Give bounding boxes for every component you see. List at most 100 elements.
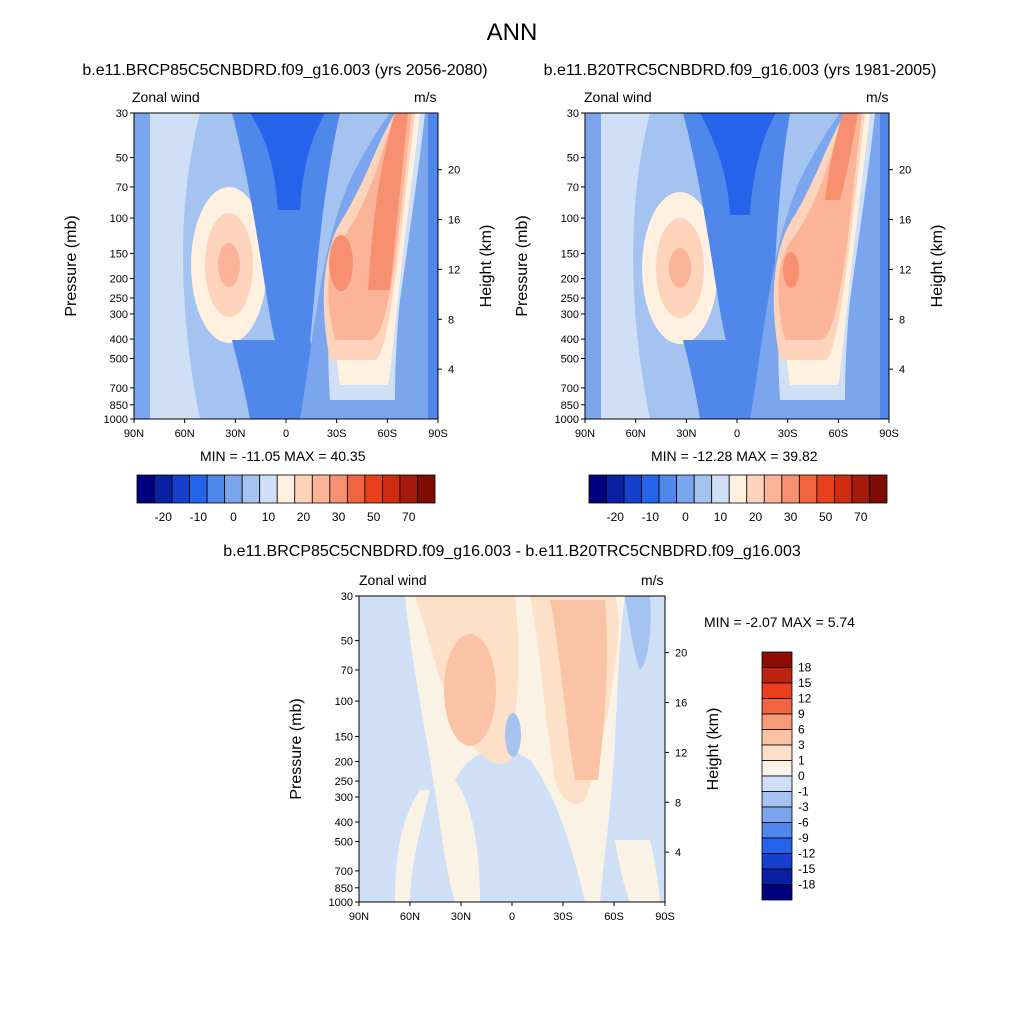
colorbar-label: 30 xyxy=(784,510,798,524)
colorbar-swatch xyxy=(311,474,331,504)
colorbar-swatch xyxy=(641,474,660,504)
colorbar-swatch xyxy=(206,474,226,504)
panel-2-x-tick-label: 90N xyxy=(575,428,595,440)
panel-2-x-tick-label: 60S xyxy=(829,428,849,440)
diff-left-label: Zonal wind xyxy=(359,572,427,588)
diff-y-tick-label: 200 xyxy=(335,757,353,769)
panel-1-field xyxy=(134,113,438,419)
panel-1-height-tick-label: 4 xyxy=(448,364,454,376)
diff-x-tick-label: 90S xyxy=(655,911,675,923)
panel-1-y-tick-label: 400 xyxy=(110,334,128,346)
colorbar-swatch xyxy=(259,474,278,504)
panel-1-x-tick-label: 30S xyxy=(327,428,347,440)
diff-x-tick-label: 30N xyxy=(451,911,471,923)
colorbar-label: 0 xyxy=(682,510,689,524)
panel-2-y-tick-label: 850 xyxy=(561,400,579,412)
diff-y-axis-title: Pressure (mb) xyxy=(288,698,305,799)
panel-2-y-tick-label: 400 xyxy=(561,334,579,346)
diff-field xyxy=(359,596,665,902)
colorbar-swatch xyxy=(329,474,348,504)
colorbar-swatch xyxy=(154,474,173,504)
panel-1-y-tick-label: 500 xyxy=(110,354,128,366)
colorbar-swatch xyxy=(761,853,793,870)
panel-2-x-tick-label: 90S xyxy=(879,428,899,440)
panel-1-y-tick-label: 200 xyxy=(110,274,128,286)
colorbar-swatch xyxy=(728,474,748,504)
colorbar-label: -3 xyxy=(798,800,809,814)
diff-x-tick-label: 0 xyxy=(509,911,515,923)
colorbar-label: 30 xyxy=(332,510,346,524)
diff-height-axis-title: Height (km) xyxy=(705,708,722,791)
colorbar-label: 50 xyxy=(367,510,381,524)
panel-2-y-tick-label: 300 xyxy=(561,309,579,321)
colorbar-swatch xyxy=(761,806,793,823)
colorbar-label: 1 xyxy=(798,754,805,768)
colorbar-label: 18 xyxy=(798,661,812,675)
colorbar-label: -6 xyxy=(798,816,809,830)
colorbar-swatch xyxy=(136,474,155,504)
colorbar-swatch xyxy=(761,884,793,901)
diff-y-tick-label: 700 xyxy=(335,866,353,878)
panel-1-x-tick-label: 0 xyxy=(283,428,289,440)
colorbar-label: -20 xyxy=(155,510,173,524)
panel-1-x-tick-label: 90N xyxy=(124,428,144,440)
colorbar-label: -15 xyxy=(798,862,816,876)
colorbar-swatch xyxy=(798,474,818,504)
panel-1-y-axis-title: Pressure (mb) xyxy=(63,215,80,316)
panel-2-stats: MIN = -12.28 MAX = 39.82 xyxy=(651,448,818,464)
colorbar-swatch xyxy=(746,474,765,504)
colorbar-label: 50 xyxy=(819,510,833,524)
colorbar-swatch xyxy=(623,474,642,504)
colorbar-label: -10 xyxy=(190,510,208,524)
diff-y-tick-label: 500 xyxy=(335,837,353,849)
colorbar-swatch xyxy=(761,729,793,746)
panel-1-x-tick-label: 60S xyxy=(378,428,398,440)
diff-x-tick-label: 90N xyxy=(349,911,369,923)
colorbar-swatch xyxy=(711,474,730,504)
colorbar-label: -18 xyxy=(798,878,816,892)
colorbar-swatch xyxy=(761,837,793,854)
panel-2-height-tick-label: 4 xyxy=(899,364,905,376)
diff-height-tick-label: 20 xyxy=(675,648,687,660)
panel-2-height-tick-label: 8 xyxy=(899,314,905,326)
panel-1-y-tick-label: 700 xyxy=(110,383,128,395)
panel-1-y-tick-label: 100 xyxy=(110,213,128,225)
panel-2-y-tick-label: 250 xyxy=(561,293,579,305)
diff-x-tick-label: 60N xyxy=(400,911,420,923)
colorbar-swatch xyxy=(834,474,853,504)
colorbar-swatch xyxy=(816,474,835,504)
panel-2-x-tick-label: 0 xyxy=(734,428,740,440)
colorbar-swatch xyxy=(761,760,793,777)
panel-2-height-tick-label: 20 xyxy=(899,165,911,177)
panel-1-height-axis-title: Height (km) xyxy=(478,225,495,308)
colorbar-label: 3 xyxy=(798,738,805,752)
panel-1-x-tick-label: 60N xyxy=(175,428,195,440)
panel-2-height-axis-title: Height (km) xyxy=(929,225,946,308)
colorbar-swatch xyxy=(676,474,695,504)
panel-1-x-tick-label: 90S xyxy=(428,428,448,440)
diff-right-label: m/s xyxy=(641,572,664,588)
diff-y-tick-label: 30 xyxy=(341,591,353,603)
colorbar-swatch xyxy=(189,474,208,504)
colorbar-swatch xyxy=(346,474,366,504)
panel-2-y-tick-label: 50 xyxy=(567,153,579,165)
colorbar-label: 15 xyxy=(798,676,812,690)
panel-1-right-label: m/s xyxy=(414,89,437,105)
colorbar-swatch xyxy=(606,474,625,504)
colorbar-swatch xyxy=(781,474,800,504)
diff-x-tick-label: 60S xyxy=(604,911,624,923)
colorbar-swatch xyxy=(869,474,888,504)
diff-y-tick-label: 70 xyxy=(341,665,353,677)
diff-y-tick-label: 1000 xyxy=(329,897,353,909)
colorbar-label: 70 xyxy=(854,510,868,524)
colorbar-label: 0 xyxy=(798,769,805,783)
diff-y-tick-label: 850 xyxy=(335,883,353,895)
panel-2-y-tick-label: 200 xyxy=(561,274,579,286)
panel-2-y-tick-label: 500 xyxy=(561,354,579,366)
colorbar-swatch xyxy=(763,474,783,504)
panel-2-y-tick-label: 100 xyxy=(561,213,579,225)
colorbar-label: 20 xyxy=(749,510,763,524)
colorbar-label: 20 xyxy=(297,510,311,524)
diff-height-tick-label: 4 xyxy=(675,847,681,859)
